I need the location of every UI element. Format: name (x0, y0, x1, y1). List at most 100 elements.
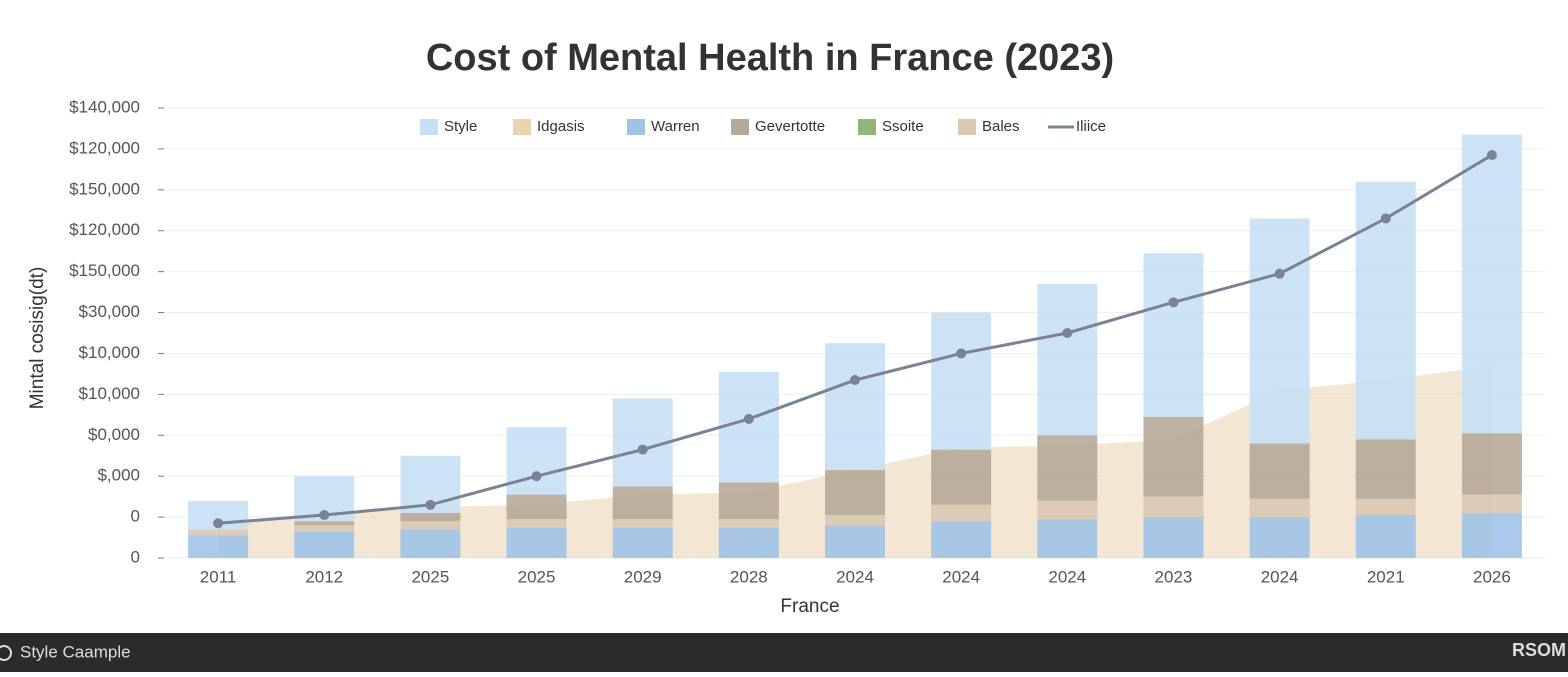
bar-segment (825, 515, 885, 526)
legend-swatch (731, 119, 749, 135)
line-marker (743, 413, 754, 424)
x-tick-label: 2025 (411, 567, 449, 586)
bar-segment (188, 535, 249, 558)
x-tick-label: 2028 (730, 567, 768, 586)
x-tick-label: 2024 (1261, 567, 1299, 586)
line-marker (956, 348, 967, 359)
line-marker (1274, 268, 1285, 279)
footer-icon (0, 645, 12, 661)
bar-segment (1355, 439, 1416, 499)
bar-segment (400, 529, 461, 558)
bar-segment (1143, 253, 1204, 417)
y-tick-label: $30,000 (79, 302, 140, 321)
bar-segment (612, 486, 673, 520)
x-tick-label: 2023 (1155, 567, 1193, 586)
y-axis-title: Mintal cosisig(dt) (27, 267, 48, 410)
bar-segment (1037, 519, 1098, 558)
bar-segment (718, 482, 779, 520)
legend-label: Style (444, 118, 477, 135)
y-tick-label: 0 (131, 547, 140, 566)
x-tick-label: 2026 (1473, 567, 1511, 586)
bar-segment (931, 521, 992, 558)
bar-segment (294, 525, 355, 532)
bar-segment (612, 519, 673, 528)
bar-segment (1037, 500, 1098, 520)
y-tick-label: $,000 (97, 466, 140, 485)
bar-segment (400, 513, 461, 522)
x-tick-label: 2029 (624, 567, 662, 586)
bar-segment (1355, 515, 1416, 558)
bar-segment (718, 519, 779, 528)
y-tick-label: 0 (131, 507, 140, 526)
line-marker (850, 375, 860, 386)
bar-segment (718, 527, 779, 558)
x-tick-label: 2024 (942, 567, 980, 586)
legend-label: Bales (982, 118, 1020, 135)
bar-segment (400, 521, 461, 530)
bar-segment (1143, 416, 1204, 497)
x-tick-label: 2024 (1048, 567, 1086, 586)
footer-right: RSOM (1512, 640, 1566, 660)
bar-segment (1355, 181, 1416, 440)
bar-segment (931, 449, 992, 505)
legend-swatch (627, 119, 645, 135)
bar-segment (1461, 513, 1522, 558)
bar-segment (294, 521, 355, 526)
legend-label: Idgasis (537, 118, 585, 135)
legend-swatch (513, 119, 531, 135)
bar-segment (506, 519, 567, 528)
bar-segment (1249, 517, 1310, 558)
x-tick-label: 2021 (1367, 567, 1405, 586)
line-marker (1062, 328, 1073, 338)
bar-segment (506, 494, 567, 520)
line-marker (637, 444, 648, 455)
line-marker (213, 518, 224, 529)
y-tick-label: $140,000 (69, 97, 140, 116)
legend-swatch (958, 119, 976, 135)
bar-segment (1143, 517, 1204, 558)
legend-swatch (858, 119, 876, 135)
y-tick-label: $10,000 (79, 384, 140, 403)
x-tick-label: 2024 (836, 567, 874, 586)
legend-label: Iliice (1076, 118, 1106, 135)
bar-segment (1355, 498, 1416, 516)
chart-title: Cost of Mental Health in France (2023) (426, 37, 1114, 79)
bar-segment (1461, 433, 1522, 495)
bar-segment (1249, 218, 1310, 444)
y-tick-label: $150,000 (69, 261, 140, 280)
legend-label: Gevertotte (755, 118, 825, 135)
bar-segment (1249, 498, 1310, 518)
footer-left: Style Caample (20, 642, 131, 661)
x-tick-label: 2011 (200, 567, 237, 586)
bar-segment (294, 531, 355, 558)
bar-segment (1143, 496, 1204, 518)
bar-segment (825, 470, 885, 516)
bar-segment (1249, 443, 1310, 499)
legend-label: Ssoite (882, 118, 924, 135)
x-tick-label: 2025 (518, 567, 556, 586)
x-tick-label: 2012 (305, 567, 343, 586)
bar-segment (825, 525, 885, 558)
bar-segment (506, 427, 567, 495)
line-marker (425, 499, 436, 510)
line-marker (531, 471, 542, 482)
bar-segment (1461, 134, 1522, 434)
bar-segment (718, 371, 779, 483)
legend-swatch (420, 119, 438, 135)
bar-segment (1461, 494, 1522, 513)
bar-segment (506, 527, 567, 558)
line-marker (1380, 213, 1391, 224)
legend-label: Warren (651, 118, 700, 135)
footer-bar (0, 633, 1568, 672)
bar-segment (612, 527, 673, 558)
line-marker (319, 510, 330, 521)
bar-segment (1037, 283, 1098, 436)
bar-segment (188, 529, 249, 536)
line-marker (1168, 297, 1179, 308)
bar-segment (825, 343, 885, 471)
y-tick-label: $150,000 (69, 179, 140, 198)
line-marker (1486, 150, 1497, 161)
y-tick-label: $120,000 (69, 220, 140, 239)
